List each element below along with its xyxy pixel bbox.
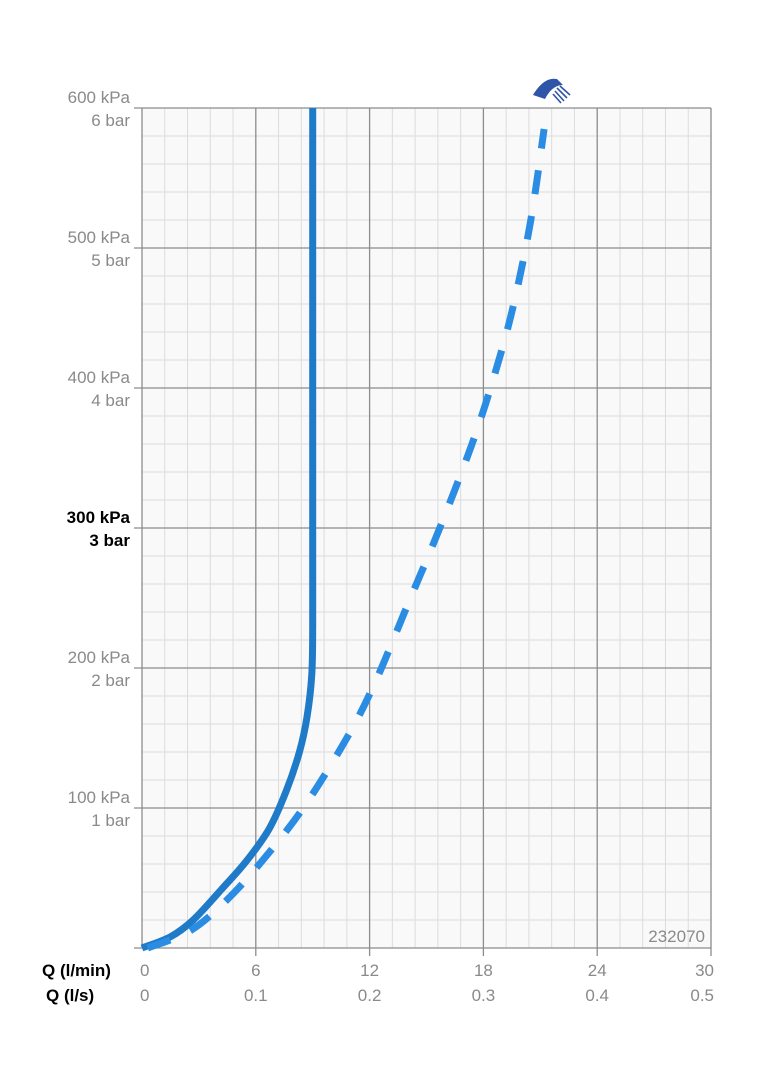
y-tick-label-kpa: 300 kPa xyxy=(67,508,131,527)
x-tick-label-ls: 0.2 xyxy=(358,986,382,1005)
y-tick-label-bar: 5 bar xyxy=(91,251,130,270)
y-tick-label-bar: 2 bar xyxy=(91,671,130,690)
x-tick-label-lmin: 6 xyxy=(251,961,260,980)
x-tick-label-lmin: 18 xyxy=(474,961,493,980)
x-tick-label-lmin: 12 xyxy=(360,961,379,980)
x-tick-label-ls: 0.5 xyxy=(690,986,714,1005)
y-tick-label-kpa: 400 kPa xyxy=(68,368,131,387)
shower-head-icon xyxy=(533,78,571,104)
x-axis-title-ls: Q (l/s) xyxy=(46,986,94,1005)
y-tick-label-bar: 3 bar xyxy=(89,531,130,550)
y-tick-label-bar: 1 bar xyxy=(91,811,130,830)
y-tick-label-kpa: 200 kPa xyxy=(68,648,131,667)
y-axis-tick-labels: 100 kPa 1 bar 200 kPa 2 bar 300 kPa 3 bar 400 … xyxy=(67,88,131,830)
x-axis-tick-labels: 0 0 6 0.1 12 0.2 18 0.3 24 0.4 30 0.5 xyxy=(140,961,714,1005)
major-gridlines xyxy=(134,107,712,956)
x-axis-title-lmin: Q (l/min) xyxy=(42,961,111,980)
x-tick-label-ls: 0.4 xyxy=(585,986,609,1005)
y-tick-label-kpa: 500 kPa xyxy=(68,228,131,247)
x-tick-label-ls: 0.1 xyxy=(244,986,268,1005)
y-tick-label-bar: 6 bar xyxy=(91,111,130,130)
product-code: 232070 xyxy=(648,927,705,946)
series-layer xyxy=(140,108,548,952)
x-tick-label-lmin: 0 xyxy=(140,961,149,980)
shower-icon-layer xyxy=(533,78,571,104)
x-tick-label-ls: 0 xyxy=(140,986,149,1005)
x-tick-label-lmin: 24 xyxy=(588,961,607,980)
x-tick-label-ls: 0.3 xyxy=(472,986,496,1005)
x-tick-label-lmin: 30 xyxy=(695,961,714,980)
series-line-solid xyxy=(140,108,317,952)
y-tick-label-kpa: 600 kPa xyxy=(68,88,131,107)
y-tick-label-kpa: 100 kPa xyxy=(68,788,131,807)
y-tick-label-bar: 4 bar xyxy=(91,391,130,410)
series-line-dashed xyxy=(146,128,548,952)
